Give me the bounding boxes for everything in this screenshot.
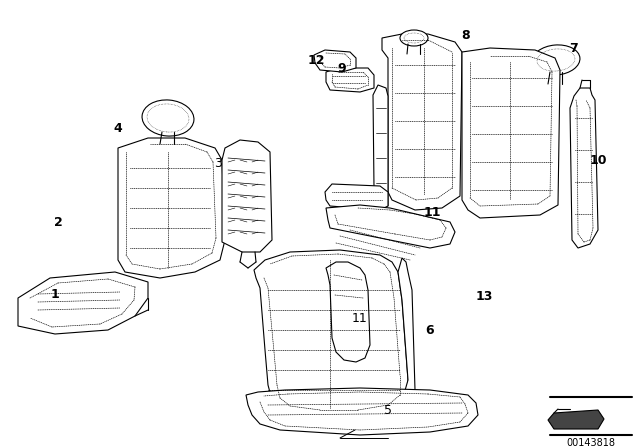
Text: 9: 9: [338, 61, 346, 74]
Polygon shape: [325, 184, 388, 210]
Text: 11: 11: [423, 206, 441, 219]
Polygon shape: [326, 205, 455, 248]
Polygon shape: [326, 262, 370, 362]
Polygon shape: [118, 138, 225, 278]
Ellipse shape: [400, 30, 428, 46]
Text: 13: 13: [476, 289, 493, 302]
Ellipse shape: [142, 100, 194, 136]
Text: 7: 7: [570, 42, 579, 55]
Text: 11: 11: [352, 311, 368, 324]
Polygon shape: [246, 388, 478, 435]
Polygon shape: [398, 258, 415, 408]
Ellipse shape: [532, 45, 580, 75]
Polygon shape: [548, 410, 604, 429]
Polygon shape: [570, 88, 598, 248]
Text: 8: 8: [461, 29, 470, 42]
Polygon shape: [18, 272, 148, 334]
Text: 3: 3: [214, 156, 222, 169]
Text: 12: 12: [307, 53, 324, 66]
Polygon shape: [222, 140, 272, 252]
Text: 00143818: 00143818: [566, 438, 616, 448]
Text: 6: 6: [426, 323, 435, 336]
Text: 1: 1: [51, 289, 60, 302]
Text: 5: 5: [384, 404, 392, 417]
Polygon shape: [314, 50, 356, 72]
Text: 2: 2: [54, 215, 62, 228]
Text: 10: 10: [589, 154, 607, 167]
Polygon shape: [382, 34, 462, 210]
Polygon shape: [373, 85, 388, 206]
Polygon shape: [254, 250, 408, 415]
Polygon shape: [462, 48, 560, 218]
Text: 4: 4: [114, 121, 122, 134]
Polygon shape: [326, 68, 374, 92]
